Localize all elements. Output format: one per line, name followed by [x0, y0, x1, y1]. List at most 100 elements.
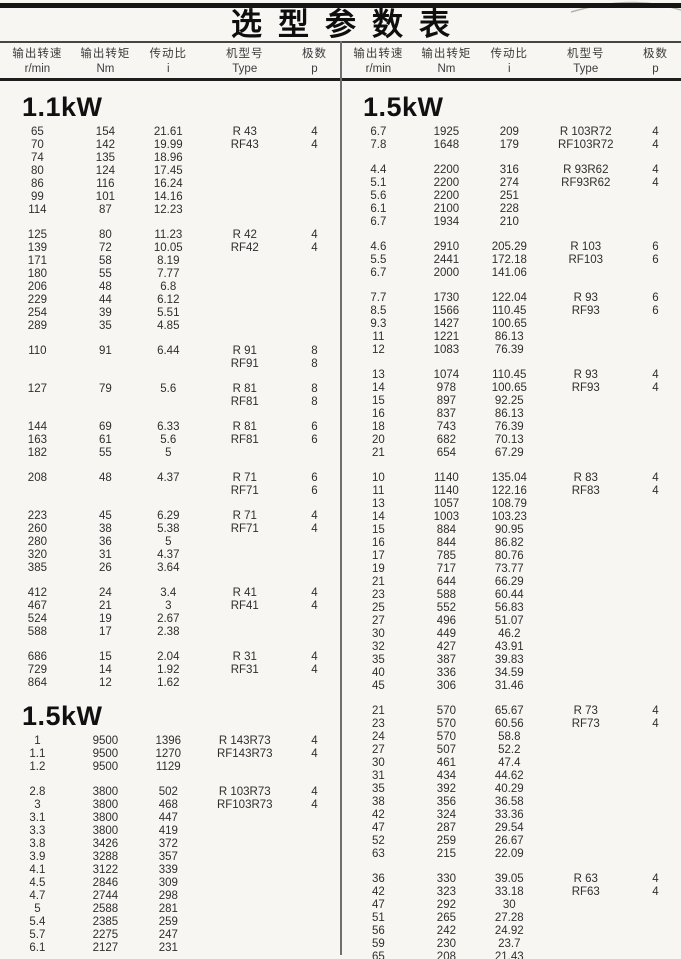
speed-cell: 5.7 [29, 929, 46, 941]
table-row: 70 142 19.99 RF43 4 [0, 139, 340, 152]
speed-cell: 51 [372, 912, 385, 924]
table-row: 524 19 2.67 [0, 613, 340, 626]
poles-cell [289, 903, 340, 916]
ratio-cell: 21.61 [153, 126, 183, 138]
speed-cell: 223 [27, 510, 47, 522]
speed-cell: 3.9 [29, 851, 46, 863]
torque-cell: 19 [98, 613, 112, 625]
poles-cell [289, 613, 340, 626]
speed-cell: 127 [27, 383, 47, 395]
poles-cell [289, 320, 340, 333]
ratio-cell: 56.83 [494, 602, 524, 614]
poles-cell [289, 890, 340, 903]
ratio-cell: 6.29 [157, 510, 180, 522]
table-row: 51 265 27.28 [341, 912, 681, 925]
poles-cell [289, 825, 340, 838]
table-row: 182 55 5 [0, 447, 340, 460]
ratio-cell: 419 [158, 825, 178, 837]
ratio-cell: 316 [499, 164, 519, 176]
torque-cell: 2846 [92, 877, 119, 889]
type-cell [201, 626, 289, 639]
ratio-cell: 11.23 [154, 229, 183, 241]
ratio-cell: 247 [158, 929, 178, 941]
poles-cell [289, 929, 340, 942]
ratio-cell: 135.04 [491, 472, 527, 484]
type-cell [201, 761, 289, 774]
torque-cell: 55 [98, 447, 112, 459]
row-group: 65 154 21.61 R 43 4 70 142 19.99 RF43 4 74 135 18.96… [0, 126, 340, 217]
row-group: 4.4 2200 316 R 93R62 4 5.1 2200 274 RF93R62 4 5.6 2… [341, 164, 681, 229]
torque-cell: 38 [98, 523, 112, 535]
table-column-left: 1.1kW 65 154 21.61 R 43 4 70 142 19.99 RF43 4 74 135… [0, 81, 340, 959]
ratio-cell: 281 [158, 903, 178, 915]
poles-cell: 6 [652, 305, 659, 317]
table-row: 139 72 10.05 RF42 4 [0, 242, 340, 255]
table-row: 6.1 2127 231 [0, 942, 340, 955]
table-row: 208 48 4.37 R 71 6 [0, 472, 340, 485]
poles-cell: 4 [311, 229, 318, 241]
ratio-cell: 46.2 [498, 628, 521, 640]
speed-cell: 36 [372, 873, 385, 885]
type-cell [542, 899, 630, 912]
ratio-cell: 47.4 [498, 757, 521, 769]
table-row: 229 44 6.12 [0, 294, 340, 307]
table-row: 5.7 2275 247 [0, 929, 340, 942]
ratio-cell: 70.13 [494, 434, 524, 446]
torque-cell: 31 [98, 549, 112, 561]
table-row: 86 116 16.24 [0, 178, 340, 191]
poles-cell [630, 408, 681, 421]
ratio-cell: 5 [165, 536, 172, 548]
poles-cell [630, 912, 681, 925]
speed-cell: 11 [372, 331, 385, 343]
row-group: 7.7 1730 122.04 R 93 6 8.5 1566 110.45 RF93 6 9.3 1… [341, 292, 681, 357]
speed-cell: 38 [372, 796, 385, 808]
poles-cell [630, 576, 681, 589]
speed-cell: 20 [372, 434, 385, 446]
row-group: 6.7 1925 209 R 103R72 4 7.8 1648 179 RF103R72 4 [341, 126, 681, 152]
table-row: 63 215 22.09 [341, 848, 681, 861]
poles-cell [289, 761, 340, 774]
row-group: 21 570 65.67 R 73 4 23 570 60.56 RF73 4 24 570 58.8 2… [341, 705, 681, 861]
ratio-cell: 6.8 [160, 281, 177, 293]
table-row: 1.2 9500 1129 [0, 761, 340, 774]
type-cell [542, 680, 630, 693]
speed-cell: 14 [372, 511, 385, 523]
torque-cell: 135 [95, 152, 115, 164]
table-header-left: 输出转速 r/min 输出转矩 Nm 传动比 i 机型号 Type 极数 p [0, 44, 340, 77]
type-cell: RF91 [230, 358, 259, 370]
torque-cell: 3426 [92, 838, 119, 850]
speed-cell: 4.4 [370, 164, 387, 176]
table-row: 14 978 100.65 RF93 4 [341, 382, 681, 395]
poles-cell [630, 190, 681, 203]
torque-cell: 230 [436, 938, 456, 950]
table-row: RF91 8 [0, 358, 340, 371]
poles-cell [289, 268, 340, 281]
torque-cell: 44 [98, 294, 112, 306]
header-unit: Nm [437, 63, 456, 75]
speed-cell: 21 [372, 576, 385, 588]
ratio-cell: 502 [158, 786, 178, 798]
speed-cell: 180 [27, 268, 47, 280]
speed-cell: 5.6 [370, 190, 387, 202]
header-label: 极数 [642, 48, 668, 60]
type-cell [542, 344, 630, 357]
type-cell [542, 318, 630, 331]
speed-cell: 27 [372, 615, 385, 627]
type-cell [542, 331, 630, 344]
row-group: 223 45 6.29 R 71 4 260 38 5.38 RF71 4 280 36 5 320 31 4… [0, 510, 340, 575]
ratio-cell: 18.96 [153, 152, 183, 164]
speed-cell [0, 358, 75, 371]
row-group: 144 69 6.33 R 81 6 163 61 5.6 RF81 6 182 55 5 [0, 421, 340, 460]
speed-cell: 467 [27, 600, 47, 612]
poles-cell: 4 [311, 523, 318, 535]
torque-cell: 1925 [433, 126, 460, 138]
poles-cell [289, 165, 340, 178]
poles-cell [289, 307, 340, 320]
ratio-cell: 86.13 [494, 331, 524, 343]
poles-cell [289, 447, 340, 460]
torque-cell: 330 [436, 873, 456, 885]
poles-cell [630, 731, 681, 744]
table-row: 5 2588 281 [0, 903, 340, 916]
poles-cell [630, 434, 681, 447]
